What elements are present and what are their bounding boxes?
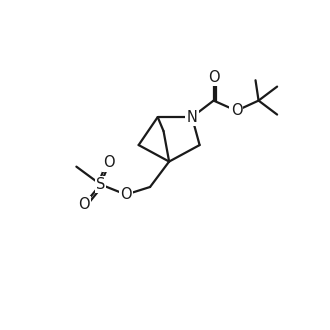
Text: S: S bbox=[96, 177, 105, 192]
Text: O: O bbox=[231, 103, 242, 118]
Text: N: N bbox=[186, 110, 197, 125]
Text: O: O bbox=[104, 155, 115, 170]
Text: O: O bbox=[78, 197, 90, 212]
Text: O: O bbox=[120, 187, 132, 202]
Text: O: O bbox=[208, 70, 219, 85]
